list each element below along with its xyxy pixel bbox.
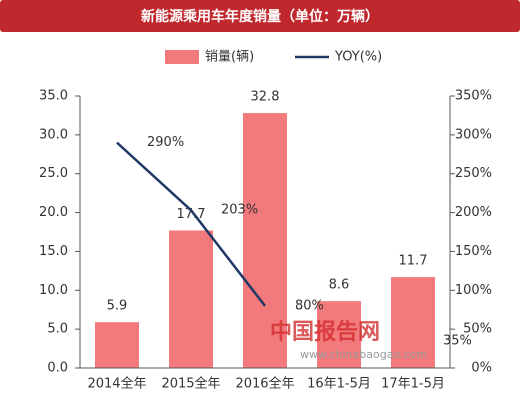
bar: [95, 322, 139, 368]
line-value-label: 80%: [295, 298, 324, 313]
y-tick-label: 5.0: [47, 322, 68, 337]
y2-tick-label: 350%: [455, 89, 492, 104]
title-banner: [0, 0, 520, 32]
y2-tick-label: 150%: [455, 244, 492, 259]
chart-title: 新能源乘用车年度销量（单位：万辆）: [141, 8, 379, 25]
y2-tick-label: 300%: [455, 127, 492, 142]
bar-value-label: 11.7: [399, 254, 428, 269]
bar: [169, 230, 213, 368]
x-tick-label: 17年1-5月: [381, 377, 445, 392]
y-tick-label: 15.0: [39, 244, 68, 259]
watermark-url: www.chinabaogao.com: [300, 348, 427, 361]
bar-value-label: 8.6: [329, 278, 350, 293]
legend-label: YOY(%): [334, 50, 382, 65]
y2-tick-label: 250%: [455, 166, 492, 181]
y-tick-label: 25.0: [39, 166, 68, 181]
legend-label: 销量(辆): [205, 50, 254, 65]
y-tick-label: 35.0: [39, 89, 68, 104]
x-tick-label: 2016全年: [235, 376, 294, 392]
bar-value-label: 32.8: [251, 90, 280, 105]
y-tick-label: 10.0: [39, 283, 68, 298]
bar: [317, 301, 361, 368]
y2-tick-label: 100%: [455, 283, 492, 298]
line-value-label: 35%: [443, 333, 472, 348]
watermark-brand: 中国报告网: [270, 320, 380, 345]
line-value-label: 203%: [221, 203, 258, 218]
legend-swatch: [165, 50, 199, 64]
bar: [243, 113, 287, 369]
bar-value-label: 17.7: [177, 207, 206, 222]
x-tick-label: 2014全年: [87, 376, 146, 392]
y2-tick-label: 50%: [463, 322, 492, 337]
y-tick-label: 30.0: [39, 127, 68, 142]
x-tick-label: 2015全年: [161, 376, 220, 392]
line-value-label: 290%: [147, 135, 184, 150]
x-tick-label: 16年1-5月: [307, 377, 371, 392]
bar-value-label: 5.9: [107, 299, 128, 314]
y2-tick-label: 0%: [471, 361, 492, 376]
bar: [391, 277, 435, 368]
y-tick-label: 20.0: [39, 205, 68, 220]
y-tick-label: 0.0: [47, 361, 68, 376]
y2-tick-label: 200%: [455, 205, 492, 220]
